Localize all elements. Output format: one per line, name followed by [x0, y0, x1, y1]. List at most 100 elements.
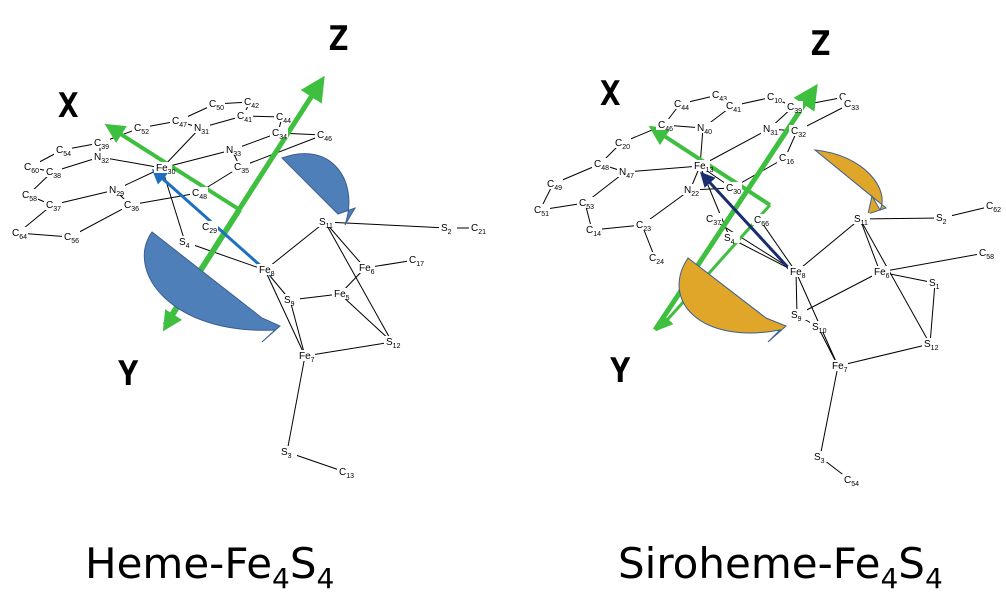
bond — [820, 366, 838, 457]
atom-index: 29 — [209, 228, 217, 235]
atom-symbol: C — [64, 232, 71, 243]
atom-symbol: C — [237, 111, 244, 122]
axis-label: Y — [610, 351, 631, 391]
bonds-right — [540, 95, 992, 480]
atom-index: 52 — [141, 129, 149, 136]
atom-index: 37 — [53, 206, 61, 213]
axis-label: Z — [328, 19, 348, 59]
atom-index: 50 — [216, 105, 224, 112]
atom-symbol: C — [726, 101, 733, 112]
atom-index: 41 — [244, 117, 252, 124]
atom-index: 42 — [251, 103, 259, 110]
atom-symbol: C — [636, 220, 643, 231]
caption-part: Siroheme-Fe — [618, 539, 880, 588]
caption-part: Heme-Fe — [85, 539, 272, 588]
atom-symbol: C — [22, 190, 29, 201]
atom-index: 4 — [186, 243, 190, 250]
atom-index: 3 — [288, 453, 292, 460]
atom-symbol: C — [726, 183, 733, 194]
axis-label: X — [600, 74, 621, 114]
atom-index: 24 — [656, 259, 664, 266]
atom-index: 46 — [665, 126, 673, 133]
atom-symbol: C — [674, 99, 681, 110]
atom-index: 11 — [326, 223, 333, 230]
caption-sub: 4 — [880, 562, 898, 592]
atom-index: 54 — [851, 481, 859, 488]
atoms-right: C43C10C39C26C33C44C41C46N40N31C32C20C48F… — [532, 89, 1002, 488]
bond — [930, 283, 935, 344]
atom-symbol: C — [272, 128, 279, 139]
atom-index: 37 — [713, 220, 721, 227]
atom-symbol: C — [202, 222, 209, 233]
bond — [185, 242, 265, 270]
caption: Siroheme-Fe4S4 — [618, 539, 943, 592]
atom-symbol: C — [791, 126, 798, 137]
atom-symbol: C — [615, 138, 622, 149]
atom-index: 31 — [770, 130, 778, 137]
caption-part: S — [290, 539, 317, 588]
atom-symbol: C — [192, 188, 199, 199]
atom-symbol: C — [649, 253, 656, 264]
atom-symbol: Fe — [832, 361, 844, 372]
bond — [130, 193, 198, 205]
atom-symbol: N — [194, 123, 201, 134]
atom-index: 22 — [691, 191, 699, 198]
bond — [287, 356, 305, 452]
atom-symbol: N — [697, 123, 704, 134]
atom-index: 35 — [241, 168, 249, 175]
atom-index: 34 — [279, 134, 287, 141]
atom-symbol: C — [234, 162, 241, 173]
atom-index: 2 — [448, 229, 452, 236]
bond — [265, 270, 305, 356]
atom-index: 20 — [622, 144, 630, 151]
atom-index: 1 — [936, 284, 940, 291]
atom-index: 47 — [626, 173, 634, 180]
atom-index: 39 — [794, 108, 802, 115]
atom-symbol: C — [547, 179, 554, 190]
atom-index: 30 — [733, 189, 741, 196]
atom-index: 46 — [324, 136, 332, 143]
bond — [797, 272, 880, 315]
atom-index: 38 — [53, 173, 61, 180]
atom-index: 3 — [821, 458, 825, 465]
atom-index: 44 — [681, 105, 689, 112]
atom-symbol: C — [844, 475, 851, 486]
atom-symbol: C — [46, 167, 53, 178]
atom-index: 53 — [586, 204, 594, 211]
atom-index: 39 — [101, 144, 109, 151]
caption-sub: 4 — [272, 562, 290, 592]
atom-symbol: C — [471, 223, 478, 234]
bond — [625, 166, 700, 172]
atom-index: 32 — [101, 158, 109, 165]
atom-index: 9 — [291, 301, 295, 308]
atom-symbol: Fe — [694, 161, 706, 172]
atom-symbol: N — [226, 145, 233, 156]
atom-symbol: Fe — [874, 267, 886, 278]
caption-part: S — [898, 539, 925, 588]
atom-index: 10 — [774, 98, 782, 105]
atom-symbol: C — [579, 198, 586, 209]
atom-symbol: C — [754, 215, 761, 226]
atom-index: 66 — [761, 221, 769, 228]
atom-symbol: N — [94, 152, 101, 163]
axis-label: Z — [810, 24, 830, 64]
atom-index: 32 — [798, 132, 806, 139]
atom-index: 60 — [31, 168, 39, 175]
atom-index: 14 — [593, 231, 601, 238]
atom-index: 41 — [733, 107, 741, 114]
atom-index: 7 — [311, 357, 315, 364]
atom-index: 33 — [233, 151, 241, 158]
atom-index: 2 — [943, 219, 947, 226]
atom-symbol: C — [787, 102, 794, 113]
atom-index: 13 — [346, 473, 354, 480]
atom-symbol: C — [12, 228, 19, 239]
atom-symbol: C — [706, 214, 713, 225]
atom-symbol: C — [767, 92, 774, 103]
atom-symbol: C — [779, 153, 786, 164]
atom-index: 54 — [63, 151, 71, 158]
atom-symbol: C — [409, 255, 416, 266]
atom-index: 12 — [931, 345, 939, 352]
bond — [838, 344, 930, 366]
bond — [325, 222, 447, 228]
atom-index: 8 — [802, 273, 806, 280]
